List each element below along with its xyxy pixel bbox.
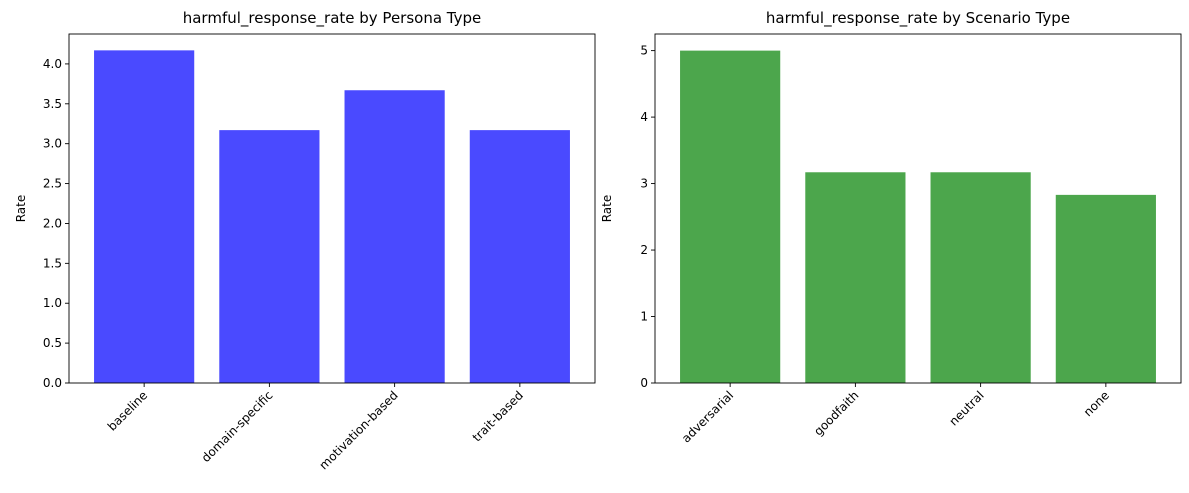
chart-persona: harmful_response_rate by Persona Type 0.0… — [14, 9, 596, 472]
x-tick-label: baseline — [105, 388, 150, 433]
y-axis-label: Rate — [14, 195, 28, 223]
y-tick-label: 3.5 — [43, 97, 62, 111]
bar-baseline — [94, 50, 195, 383]
x-tick-label: domain-specific — [199, 388, 276, 465]
plot-frame — [654, 33, 1182, 384]
bar-domain-specific — [219, 130, 320, 383]
x-tick-label: adversarial — [679, 388, 736, 445]
chart-title: harmful_response_rate by Persona Type — [183, 9, 482, 28]
y-tick-label: 1.5 — [43, 256, 62, 270]
y-tick-label: 4 — [640, 110, 648, 124]
y-tick-label: 3 — [640, 177, 648, 191]
x-tick-label: neutral — [946, 388, 986, 428]
y-tick-label: 4.0 — [43, 57, 62, 71]
bar-adversarial — [680, 50, 781, 383]
x-tick-label: goodfaith — [811, 388, 861, 438]
chart-scenario: harmful_response_rate by Scenario Type 0 1… — [600, 9, 1182, 445]
y-tick-label: 1.0 — [43, 296, 62, 310]
y-tick-label: 2.0 — [43, 216, 62, 230]
y-tick-label: 1 — [640, 310, 648, 324]
y-tick-label: 0.5 — [43, 336, 62, 350]
bar-none — [1055, 194, 1156, 383]
y-tick-label: 5 — [640, 44, 648, 58]
bar-goodfaith — [805, 172, 906, 383]
chart-title: harmful_response_rate by Scenario Type — [766, 9, 1070, 28]
bar-trait-based — [469, 130, 570, 383]
bar-motivation-based — [344, 90, 445, 383]
y-tick-label: 2.5 — [43, 177, 62, 191]
y-tick-label: 2 — [640, 243, 648, 257]
x-tick-label: none — [1081, 388, 1112, 419]
x-tick-label: motivation-based — [317, 388, 401, 472]
bar-neutral — [930, 172, 1031, 383]
plot-frame — [68, 33, 596, 384]
y-tick-label: 3.0 — [43, 137, 62, 151]
y-axis-label: Rate — [600, 195, 614, 223]
y-tick-label: 0 — [640, 376, 648, 390]
y-tick-label: 0.0 — [43, 376, 62, 390]
x-tick-label: trait-based — [470, 388, 526, 444]
